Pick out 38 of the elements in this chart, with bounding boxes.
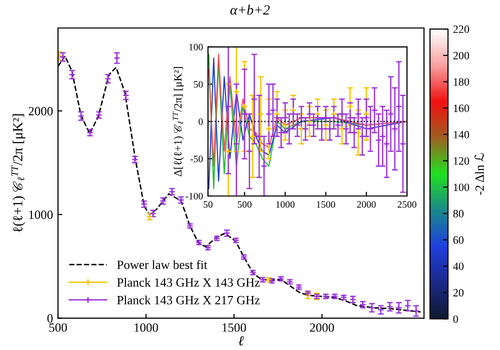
x-tick-label: 1500 (222, 323, 246, 332)
y-tick-label: 2000 (28, 106, 53, 116)
y-tick-label: 100 (189, 44, 203, 50)
color-bar-label: 200 (453, 52, 470, 60)
color-bar-label: 60 (453, 236, 464, 244)
color-bar-label: 0 (453, 315, 458, 323)
x-tick-label: 50 (204, 201, 212, 208)
color-bar-label: 20 (453, 288, 464, 296)
x-tick-label: 1000 (276, 201, 295, 208)
color-bar-label: 160 (454, 104, 470, 112)
chart-title: α+b+2 (230, 4, 270, 15)
x-tick-label: 2000 (357, 201, 376, 208)
legend-label: Planck 143 GHz X 217 GHz (117, 296, 260, 304)
y-axis-title: ℓ(ℓ+1) 𝒞$_{ℓ}$$^{TT}$/2π [μK²] (11, 114, 26, 232)
y-tick-label: -100 (186, 192, 203, 200)
x-tick-label: 2500 (398, 201, 416, 208)
color-bar-title: -2 Δln ℒ (474, 153, 484, 195)
color-bar-label: 80 (453, 210, 464, 218)
x-tick-label: 2000 (310, 323, 334, 332)
x-tick-label: 500 (49, 323, 67, 332)
legend-label: Power law best fit (117, 260, 208, 270)
color-bar-label: 100 (454, 184, 470, 192)
y-axis-title: Δ[ℓ(ℓ+1) 𝒞$_{ℓ}$$^{TT}$/2π] [μK²] (172, 67, 184, 176)
color-bar-label: 120 (454, 157, 470, 165)
y-tick-label: 1000 (29, 210, 53, 219)
color-bar-label: 180 (454, 78, 470, 86)
color-bar-label: 220 (453, 26, 470, 34)
x-tick-label: 1500 (316, 201, 336, 208)
x-tick-label: 1000 (134, 323, 158, 332)
color-bar-label: 40 (453, 262, 464, 270)
y-tick-label: 0 (198, 118, 203, 125)
y-tick-label: 0 (47, 314, 53, 323)
color-bar-label: 140 (454, 130, 470, 138)
y-tick-label: 50 (194, 81, 203, 88)
legend-label: Planck 143 GHz X 143 GHz (117, 278, 260, 287)
y-tick-label: -50 (190, 156, 203, 162)
x-axis-title: ℓ (238, 336, 244, 346)
x-tick-label: 500 (238, 201, 252, 208)
